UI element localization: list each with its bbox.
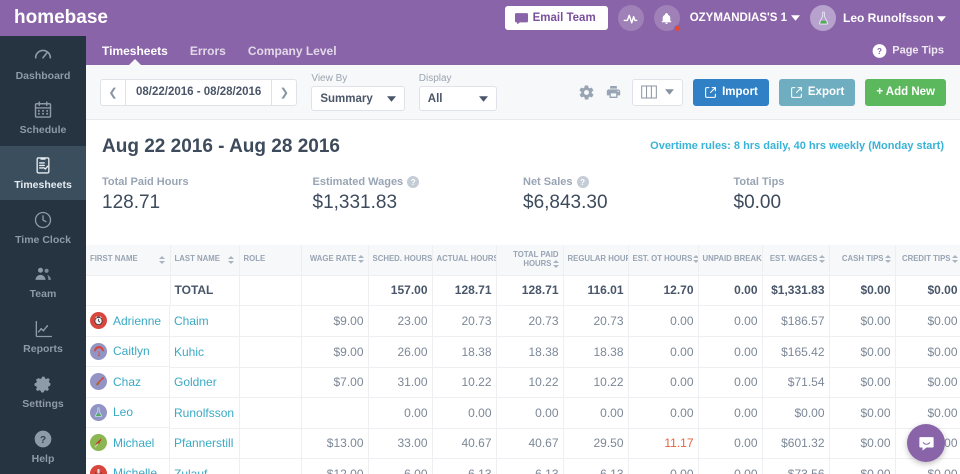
svg-text:?: ? [40, 434, 46, 445]
svg-text:?: ? [877, 46, 882, 55]
